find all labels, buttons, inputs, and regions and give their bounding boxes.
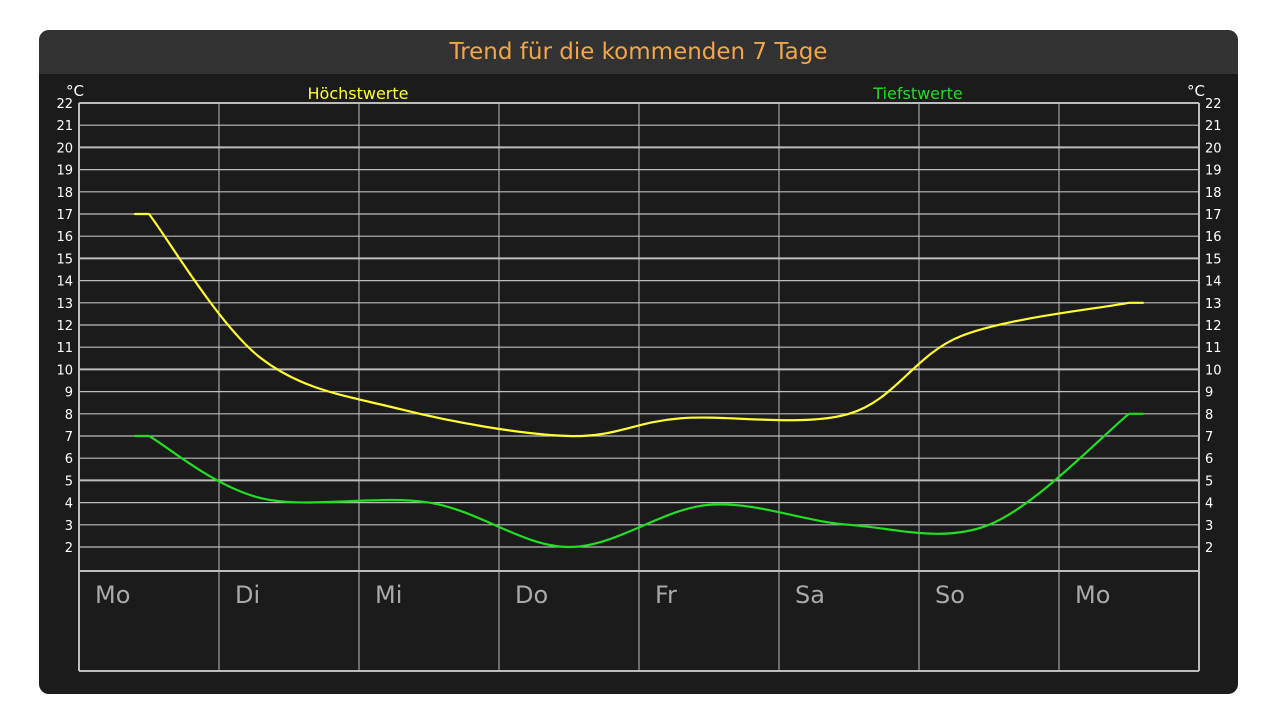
y-tick-label-left: 22: [56, 97, 73, 112]
y-tick-label-right: 18: [1205, 186, 1222, 201]
y-tick-label-right: 2: [1205, 541, 1213, 556]
y-tick-label-left: 16: [56, 230, 73, 245]
y-tick-label-right: 4: [1205, 497, 1213, 512]
y-tick-label-right: 16: [1205, 230, 1222, 245]
y-tick-label-left: 2: [65, 541, 73, 556]
y-tick-label-left: 14: [56, 275, 73, 290]
y-tick-label-right: 11: [1205, 341, 1222, 356]
legend-low: Tiefstwerte: [872, 84, 962, 103]
y-tick-label-left: 3: [65, 519, 73, 534]
y-tick-label-right: 14: [1205, 275, 1222, 290]
series-line-low: [133, 412, 1145, 549]
y-tick-label-left: 20: [56, 141, 73, 156]
y-tick-label-left: 11: [56, 341, 73, 356]
day-label: So: [935, 581, 965, 609]
y-unit-right: °C: [1187, 82, 1205, 100]
y-tick-label-left: 7: [65, 430, 73, 445]
y-tick-label-left: 8: [65, 408, 73, 423]
day-label: Mo: [1075, 581, 1110, 609]
y-tick-label-right: 15: [1205, 252, 1222, 267]
y-tick-label-right: 12: [1205, 319, 1222, 334]
y-tick-label-right: 3: [1205, 519, 1213, 534]
y-tick-label-left: 17: [56, 208, 73, 223]
title-bar: Trend für die kommenden 7 Tage: [39, 30, 1238, 74]
y-tick-label-left: 15: [56, 252, 73, 267]
y-tick-label-right: 22: [1205, 97, 1222, 112]
y-tick-label-right: 10: [1205, 363, 1222, 378]
y-tick-label-left: 21: [56, 119, 73, 134]
legend-high: Höchstwerte: [308, 84, 409, 103]
day-label: Do: [515, 581, 548, 609]
y-tick-label-right: 7: [1205, 430, 1213, 445]
series-line-high: [133, 212, 1145, 438]
y-tick-label-left: 6: [65, 452, 73, 467]
y-tick-label-left: 13: [56, 297, 73, 312]
y-tick-label-left: 12: [56, 319, 73, 334]
y-tick-label-left: 9: [65, 386, 73, 401]
y-tick-label-right: 17: [1205, 208, 1222, 223]
y-unit-left: °C: [66, 82, 84, 100]
y-tick-label-right: 21: [1205, 119, 1222, 134]
day-label: Fr: [655, 581, 677, 609]
y-tick-label-right: 13: [1205, 297, 1222, 312]
y-tick-label-right: 8: [1205, 408, 1213, 423]
day-label: Mo: [95, 581, 130, 609]
y-tick-label-right: 9: [1205, 386, 1213, 401]
y-tick-label-right: 19: [1205, 164, 1222, 179]
y-tick-label-left: 10: [56, 363, 73, 378]
y-tick-label-left: 18: [56, 186, 73, 201]
chart-title: Trend für die kommenden 7 Tage: [449, 39, 828, 65]
y-tick-label-left: 4: [65, 497, 73, 512]
day-label: Sa: [795, 581, 825, 609]
day-label: Di: [235, 581, 260, 609]
y-tick-label-right: 5: [1205, 474, 1213, 489]
y-tick-label-right: 20: [1205, 141, 1222, 156]
day-label: Mi: [375, 581, 402, 609]
y-tick-label-left: 5: [65, 474, 73, 489]
y-tick-label-left: 19: [56, 164, 73, 179]
y-tick-label-right: 6: [1205, 452, 1213, 467]
